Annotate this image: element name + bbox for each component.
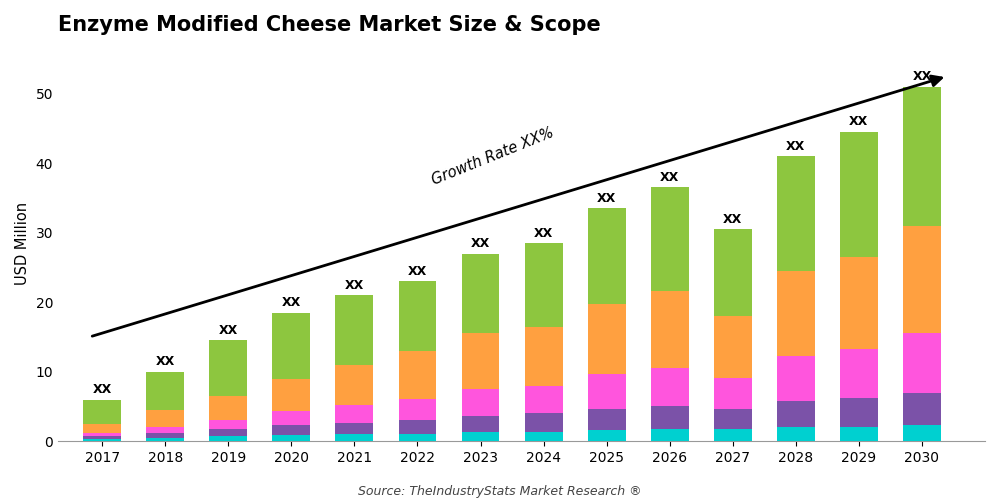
Bar	[272, 435, 310, 442]
Text: XX: XX	[282, 296, 301, 309]
Bar	[651, 430, 689, 442]
Bar	[209, 340, 247, 396]
Text: XX: XX	[597, 192, 616, 205]
Bar	[588, 430, 626, 442]
Text: XX: XX	[408, 265, 427, 278]
Bar	[272, 378, 310, 412]
Bar	[146, 433, 184, 438]
Text: XX: XX	[786, 140, 805, 152]
Bar	[146, 410, 184, 426]
Bar	[462, 389, 499, 415]
Text: XX: XX	[345, 279, 364, 292]
Bar	[525, 432, 563, 442]
Bar	[399, 351, 436, 399]
Bar	[335, 295, 373, 365]
Bar	[903, 86, 941, 226]
Bar	[462, 254, 499, 334]
Bar	[272, 412, 310, 426]
Text: Source: TheIndustryStats Market Research ®: Source: TheIndustryStats Market Research…	[358, 484, 642, 498]
Bar	[399, 420, 436, 434]
Bar	[903, 226, 941, 334]
Bar	[714, 316, 752, 378]
Bar	[83, 439, 121, 442]
Text: XX: XX	[156, 356, 175, 368]
Bar	[903, 426, 941, 442]
Bar	[335, 405, 373, 422]
Bar	[588, 304, 626, 374]
Bar	[525, 326, 563, 386]
Bar	[462, 432, 499, 442]
Bar	[209, 396, 247, 420]
Text: XX: XX	[723, 212, 742, 226]
Text: Enzyme Modified Cheese Market Size & Scope: Enzyme Modified Cheese Market Size & Sco…	[58, 15, 601, 35]
Bar	[399, 282, 436, 351]
Bar	[272, 312, 310, 378]
Bar	[399, 399, 436, 419]
Bar	[588, 208, 626, 304]
Bar	[83, 400, 121, 424]
Bar	[525, 243, 563, 326]
Bar	[83, 436, 121, 439]
Text: XX: XX	[912, 70, 932, 83]
Bar	[651, 368, 689, 406]
Text: Growth Rate XX%: Growth Rate XX%	[430, 124, 556, 188]
Bar	[462, 416, 499, 432]
Bar	[272, 426, 310, 435]
Bar	[146, 372, 184, 410]
Bar	[146, 438, 184, 442]
Bar	[462, 334, 499, 389]
Bar	[840, 426, 878, 442]
Bar	[777, 428, 815, 442]
Bar	[714, 378, 752, 410]
Bar	[651, 406, 689, 429]
Bar	[83, 424, 121, 433]
Bar	[525, 414, 563, 432]
Text: XX: XX	[471, 237, 490, 250]
Bar	[399, 434, 436, 442]
Bar	[335, 365, 373, 405]
Bar	[714, 429, 752, 442]
Text: XX: XX	[93, 383, 112, 396]
Bar	[146, 426, 184, 433]
Bar	[903, 392, 941, 426]
Bar	[83, 433, 121, 436]
Bar	[903, 334, 941, 392]
Y-axis label: USD Million: USD Million	[15, 202, 30, 284]
Bar	[840, 132, 878, 257]
Text: XX: XX	[660, 171, 679, 184]
Text: XX: XX	[534, 226, 553, 239]
Bar	[525, 386, 563, 413]
Bar	[714, 229, 752, 316]
Bar	[714, 410, 752, 429]
Text: XX: XX	[849, 116, 869, 128]
Text: XX: XX	[219, 324, 238, 337]
Bar	[840, 398, 878, 426]
Bar	[840, 350, 878, 398]
Bar	[588, 408, 626, 430]
Bar	[335, 434, 373, 442]
Bar	[777, 356, 815, 401]
Bar	[651, 291, 689, 368]
Bar	[209, 420, 247, 430]
Bar	[777, 401, 815, 427]
Bar	[840, 257, 878, 350]
Bar	[651, 188, 689, 291]
Bar	[209, 436, 247, 442]
Bar	[209, 430, 247, 436]
Bar	[335, 422, 373, 434]
Bar	[588, 374, 626, 408]
Bar	[777, 271, 815, 355]
Bar	[777, 156, 815, 271]
